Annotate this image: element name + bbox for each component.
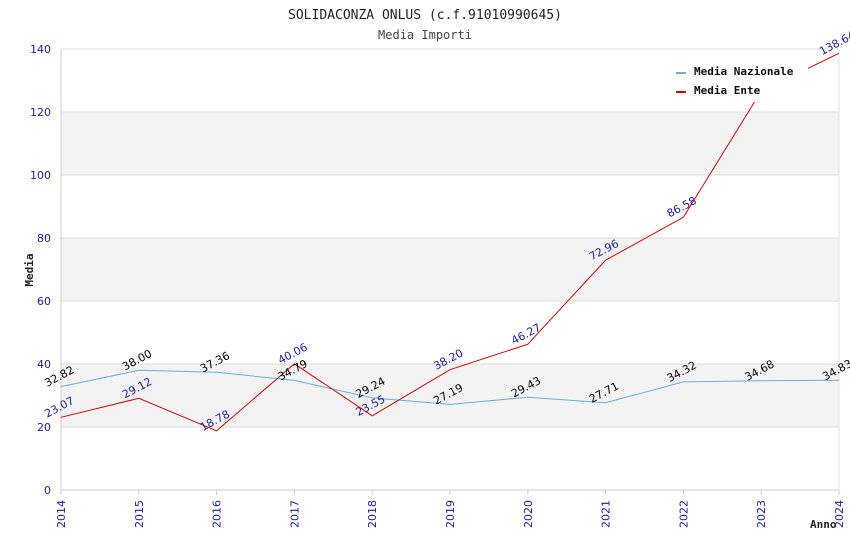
y-tick-label: 0 (44, 484, 51, 497)
data-label: 86.58 (665, 194, 699, 220)
y-axis-title: Media (23, 253, 36, 286)
data-label: 46.27 (509, 321, 543, 347)
y-tick-label: 20 (37, 421, 51, 434)
x-tick-label: 2016 (211, 500, 224, 528)
y-tick-label: 40 (37, 358, 51, 371)
y-tick-label: 60 (37, 295, 51, 308)
x-tick-label: 2014 (55, 500, 68, 528)
chart-subtitle: Media Importi (378, 28, 472, 42)
x-tick-label: 2020 (522, 500, 535, 528)
x-tick-label: 2023 (755, 500, 768, 528)
y-tick-label: 100 (30, 169, 51, 182)
x-tick-label: 2015 (133, 500, 146, 528)
legend-label-media-ente: Media Ente (694, 84, 761, 97)
y-tick-label: 120 (30, 106, 51, 119)
legend-label-media-nazionale: Media Nazionale (694, 65, 794, 78)
y-tick-label: 80 (37, 232, 51, 245)
x-tick-label: 2019 (444, 500, 457, 528)
grid-band (61, 112, 839, 175)
grid-band (61, 238, 839, 301)
x-tick-label: 2022 (677, 500, 690, 528)
grid-band (61, 364, 839, 427)
x-tick-labels: 2014 2015 2016 2017 2018 2019 2020 2021 2022 2023… (55, 500, 846, 528)
chart-title: SOLIDACONZA ONLUS (c.f.91010990645) (288, 8, 562, 23)
y-tick-label: 140 (30, 43, 51, 56)
axes (60, 49, 840, 495)
grid-bands (61, 112, 839, 427)
x-tick-label: 2017 (288, 500, 301, 528)
y-tick-labels: 0 20 40 60 80 100 120 140 (30, 43, 51, 497)
x-tick-label: 2021 (600, 500, 613, 528)
legend-background (668, 60, 808, 102)
data-label: 138.64 (817, 28, 850, 58)
legend: Media Nazionale Media Ente (668, 60, 808, 102)
x-tick-label: 2018 (366, 500, 379, 528)
x-axis-title: Anno (810, 518, 837, 531)
x-tick-label: 2024 (833, 500, 846, 528)
